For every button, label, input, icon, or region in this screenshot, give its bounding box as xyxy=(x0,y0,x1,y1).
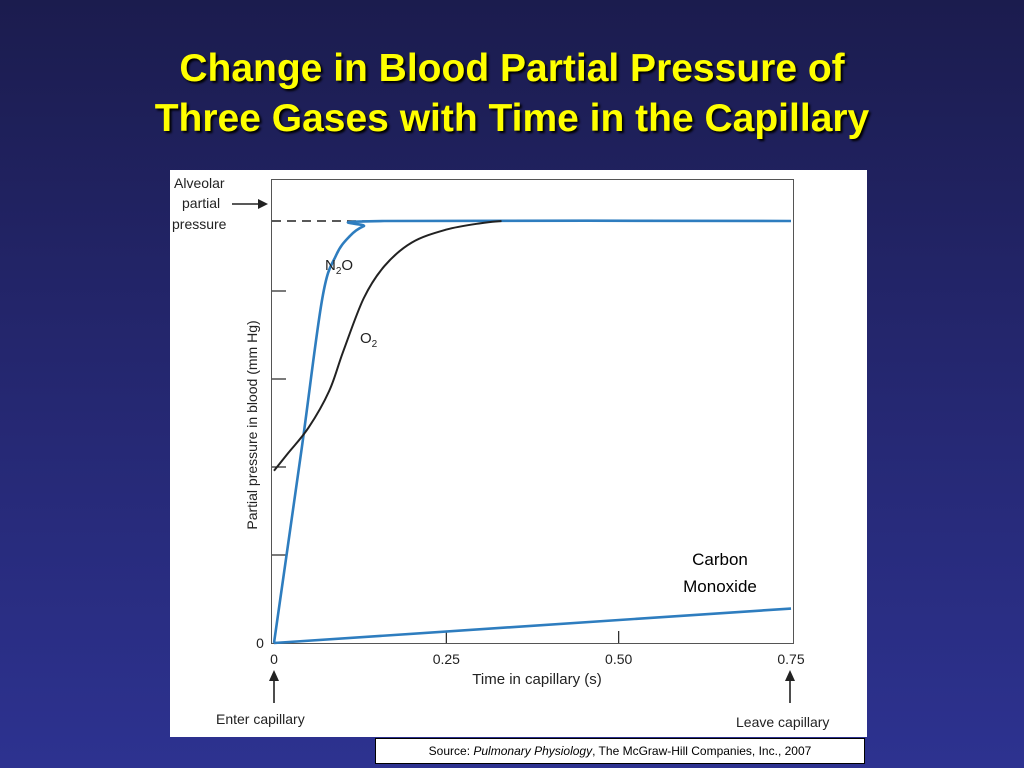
source-prefix: Source: xyxy=(428,744,474,758)
n2o-label-main: N xyxy=(325,257,336,274)
chart-svg: Alveolar partial pressure Partial pressu… xyxy=(172,175,829,730)
series-label-o2: O2 xyxy=(360,330,378,350)
series-label-n2o: N2O xyxy=(325,257,353,277)
x-tick-label: 0.25 xyxy=(433,651,460,667)
alveolar-label-line-2: partial xyxy=(182,195,220,211)
series-label-co-line-1: Carbon xyxy=(692,550,748,569)
series-line-n2o xyxy=(272,219,792,644)
leave-arrow-head xyxy=(785,670,795,681)
source-citation: Source: Pulmonary Physiology, The McGraw… xyxy=(375,738,865,764)
y-tick-label-zero: 0 xyxy=(256,635,264,651)
enter-capillary-label: Enter capillary xyxy=(216,711,305,727)
o2-label-main: O xyxy=(360,330,372,347)
source-book-title: Pulmonary Physiology xyxy=(473,744,593,758)
x-ticks: 0 0.25 0.50 0.75 xyxy=(270,631,805,667)
slide-title-line-1: Change in Blood Partial Pressure of xyxy=(179,47,845,90)
series-line-o2 xyxy=(273,220,502,472)
source-publisher: , The McGraw-Hill Companies, Inc., 2007 xyxy=(592,744,812,758)
slide-title: Change in Blood Partial Pressure of Thre… xyxy=(0,44,1024,144)
x-tick-label: 0.75 xyxy=(777,651,804,667)
series-line-carbon-monoxide xyxy=(273,607,792,645)
series-label-co-line-2: Monoxide xyxy=(683,577,757,596)
plot-frame xyxy=(271,179,794,644)
y-tick-marks xyxy=(272,290,286,556)
n2o-label-subscript: 2 xyxy=(336,266,342,277)
alveolar-label-line-1: Alveolar xyxy=(174,175,225,191)
alveolar-arrow-head xyxy=(258,199,268,209)
x-tick-label: 0 xyxy=(270,651,278,667)
chart-figure: Alveolar partial pressure Partial pressu… xyxy=(170,170,867,737)
enter-arrow-head xyxy=(269,670,279,681)
x-tick-label: 0.50 xyxy=(605,651,632,667)
n2o-label-tail: O xyxy=(341,257,353,274)
alveolar-label-line-3: pressure xyxy=(172,216,227,232)
series-layer xyxy=(272,219,792,645)
slide-title-line-2: Three Gases with Time in the Capillary xyxy=(154,97,870,140)
o2-label-subscript: 2 xyxy=(372,339,378,350)
y-axis-label: Partial pressure in blood (mm Hg) xyxy=(244,320,260,529)
x-axis-label: Time in capillary (s) xyxy=(472,671,601,688)
leave-capillary-label: Leave capillary xyxy=(736,714,829,730)
